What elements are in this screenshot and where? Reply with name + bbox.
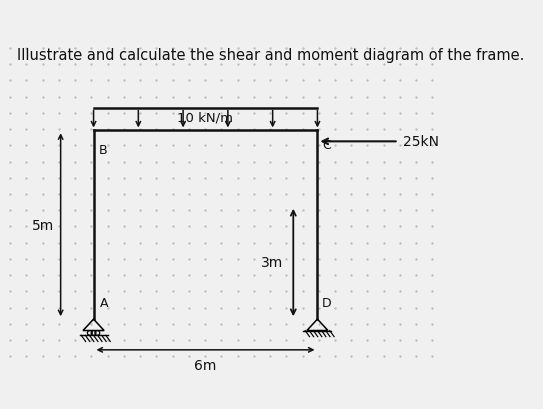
Text: 3m: 3m	[261, 256, 283, 270]
Text: B: B	[99, 143, 108, 156]
Text: 10 kN/m: 10 kN/m	[178, 111, 233, 124]
Text: 6m: 6m	[194, 358, 217, 372]
Text: C: C	[322, 139, 331, 152]
Text: Illustrate and calculate the shear and moment diagram of the frame.: Illustrate and calculate the shear and m…	[17, 48, 524, 63]
Text: A: A	[100, 297, 108, 310]
Text: 5m: 5m	[32, 218, 54, 232]
Text: D: D	[322, 297, 331, 310]
Text: 25kN: 25kN	[403, 135, 439, 149]
